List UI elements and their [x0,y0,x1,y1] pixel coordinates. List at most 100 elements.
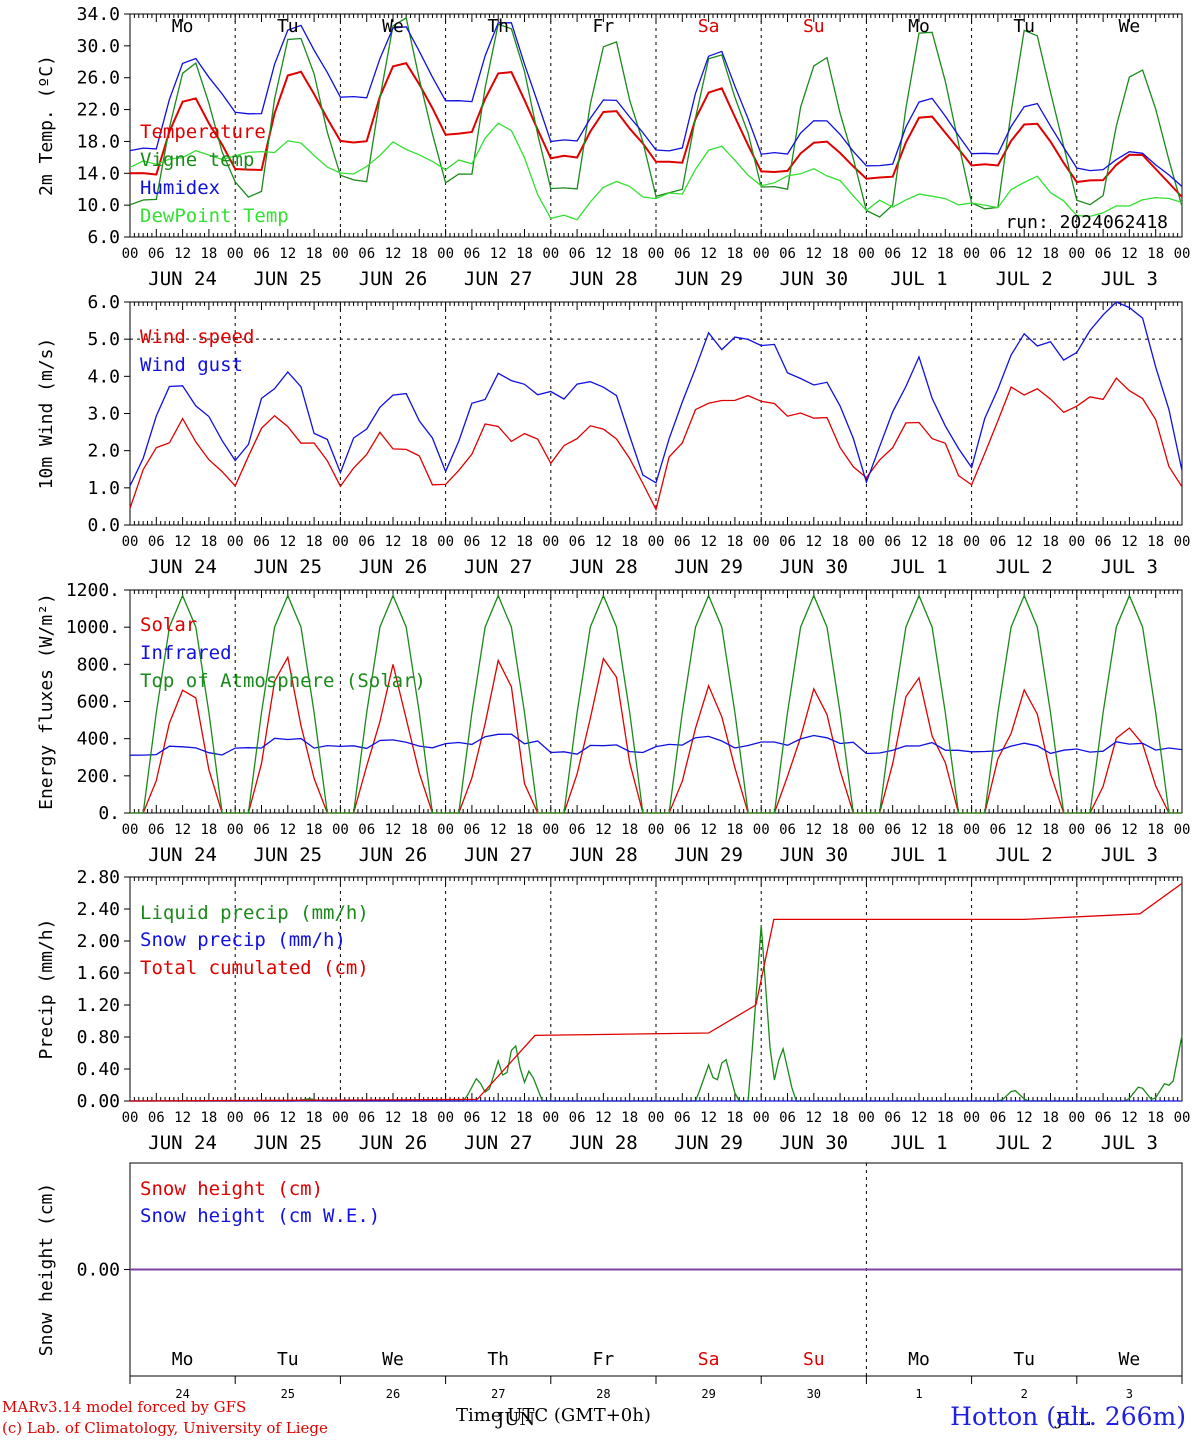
date-label: JUN 29 [674,268,743,290]
hour-tick-label: 00 [122,246,139,262]
date-label: JUN 28 [569,1132,638,1154]
hour-tick-label: 12 [490,822,507,838]
y-tick-label: 0.40 [77,1059,120,1080]
date-label: JUL 2 [996,556,1053,578]
panel-5: 0.00 Snow height (cm) Snow height (cm) Snow… [36,1162,1183,1377]
hour-tick-label: 06 [1095,534,1112,550]
y-tick-label: 18.0 [77,131,120,152]
hour-tick-label: 12 [911,534,928,550]
hour-tick-label: 06 [674,1110,691,1126]
date-label: JUL 3 [1101,268,1158,290]
hour-tick-label: 12 [911,246,928,262]
y-tick-label: 200. [77,766,120,787]
weekday-label-bottom: We [1119,1349,1141,1370]
legend-entry: Temperature [140,121,266,143]
hour-tick-label: 00 [648,534,665,550]
hour-tick-label: 06 [358,822,375,838]
series-temperature [129,62,1183,198]
hour-tick-label: 18 [200,534,217,550]
hour-tick-label: 00 [858,1110,875,1126]
hour-tick-label: 12 [595,246,612,262]
hour-tick-label: 18 [726,822,743,838]
day-number: 28 [596,1387,610,1401]
hour-tick-label: 18 [937,1110,954,1126]
hour-tick-label: 00 [227,534,244,550]
date-label: JUN 29 [674,556,743,578]
hour-tick-label: 12 [279,822,296,838]
panel-1: 6.0 10.0 14.0 18.0 22.0 26.0 30.0 34.0 2m Temp. … [36,4,1190,290]
hour-tick-label: 06 [884,822,901,838]
hour-tick-label: 12 [1121,246,1138,262]
hour-tick-label: 18 [306,822,323,838]
date-label: JUN 29 [674,1132,743,1154]
weekday-label: Tu [1013,16,1035,37]
hour-tick-label: 06 [148,1110,165,1126]
date-label: JUN 28 [569,556,638,578]
date-label: JUN 26 [359,268,428,290]
weekday-label-bottom: Fr [593,1349,615,1370]
hour-tick-label: 12 [595,534,612,550]
hour-tick-label: 06 [253,246,270,262]
hour-tick-label: 18 [516,534,533,550]
hour-tick-label: 06 [989,246,1006,262]
weekday-label: Sa [698,16,720,37]
y-tick-label: 800. [77,654,120,675]
hour-tick-label: 06 [463,534,480,550]
y-tick-label: 2.00 [77,931,120,952]
y-tick-label: 6.0 [87,292,120,313]
hour-tick-label: 12 [279,534,296,550]
y-tick-label: 1.20 [77,995,120,1016]
y-tick-label: 1.0 [87,478,120,499]
date-label: JUN 28 [569,844,638,866]
hour-tick-label: 18 [411,246,428,262]
hour-tick-label: 00 [858,246,875,262]
hour-tick-label: 18 [1147,1110,1164,1126]
hour-tick-label: 00 [963,246,980,262]
hour-tick-label: 12 [1121,534,1138,550]
hour-tick-label: 18 [832,822,849,838]
weekday-label: We [1119,16,1141,37]
hour-tick-label: 06 [989,1110,1006,1126]
hour-tick-label: 00 [963,534,980,550]
hour-tick-label: 12 [700,246,717,262]
hour-tick-label: 00 [437,534,454,550]
y-tick-label: 4.0 [87,366,120,387]
day-number: 25 [281,1387,295,1401]
station-name: Hotton (alt. 266m) [950,1402,1186,1431]
hour-tick-label: 12 [805,534,822,550]
hour-tick-label: 00 [1068,246,1085,262]
hour-tick-label: 18 [937,822,954,838]
weekday-label: Mo [172,16,194,37]
series-vigne-temp [129,16,1183,218]
hour-tick-label: 18 [411,1110,428,1126]
hour-tick-label: 06 [884,534,901,550]
hour-tick-label: 00 [648,1110,665,1126]
hour-tick-label: 12 [385,1110,402,1126]
hour-tick-label: 18 [832,534,849,550]
legend-entry: Snow precip (mm/h) [140,929,346,951]
hour-tick-label: 12 [490,246,507,262]
date-label: JUL 2 [996,1132,1053,1154]
hour-tick-label: 00 [1068,534,1085,550]
date-label: JUN 29 [674,844,743,866]
weekday-label: Mo [908,16,930,37]
hour-tick-label: 18 [200,1110,217,1126]
legend-entry: Snow height (cm) [140,1178,323,1200]
hour-tick-label: 00 [542,822,559,838]
y-axis-label: Snow height (cm) [36,1183,57,1356]
hour-tick-label: 06 [148,246,165,262]
date-label: JUN 27 [464,1132,533,1154]
date-label: JUL 3 [1101,844,1158,866]
hour-tick-label: 18 [621,822,638,838]
date-label: JUL 2 [996,268,1053,290]
date-label: JUL 2 [996,844,1053,866]
y-tick-label: 1000. [66,617,120,638]
hour-tick-label: 06 [569,246,586,262]
legend-entry: Solar [140,614,197,636]
weekday-label-bottom: Su [803,1349,825,1370]
date-label: JUN 26 [359,844,428,866]
hour-tick-label: 06 [779,246,796,262]
hour-tick-label: 06 [989,822,1006,838]
y-tick-label: 0.0 [87,515,120,536]
hour-tick-label: 00 [542,246,559,262]
